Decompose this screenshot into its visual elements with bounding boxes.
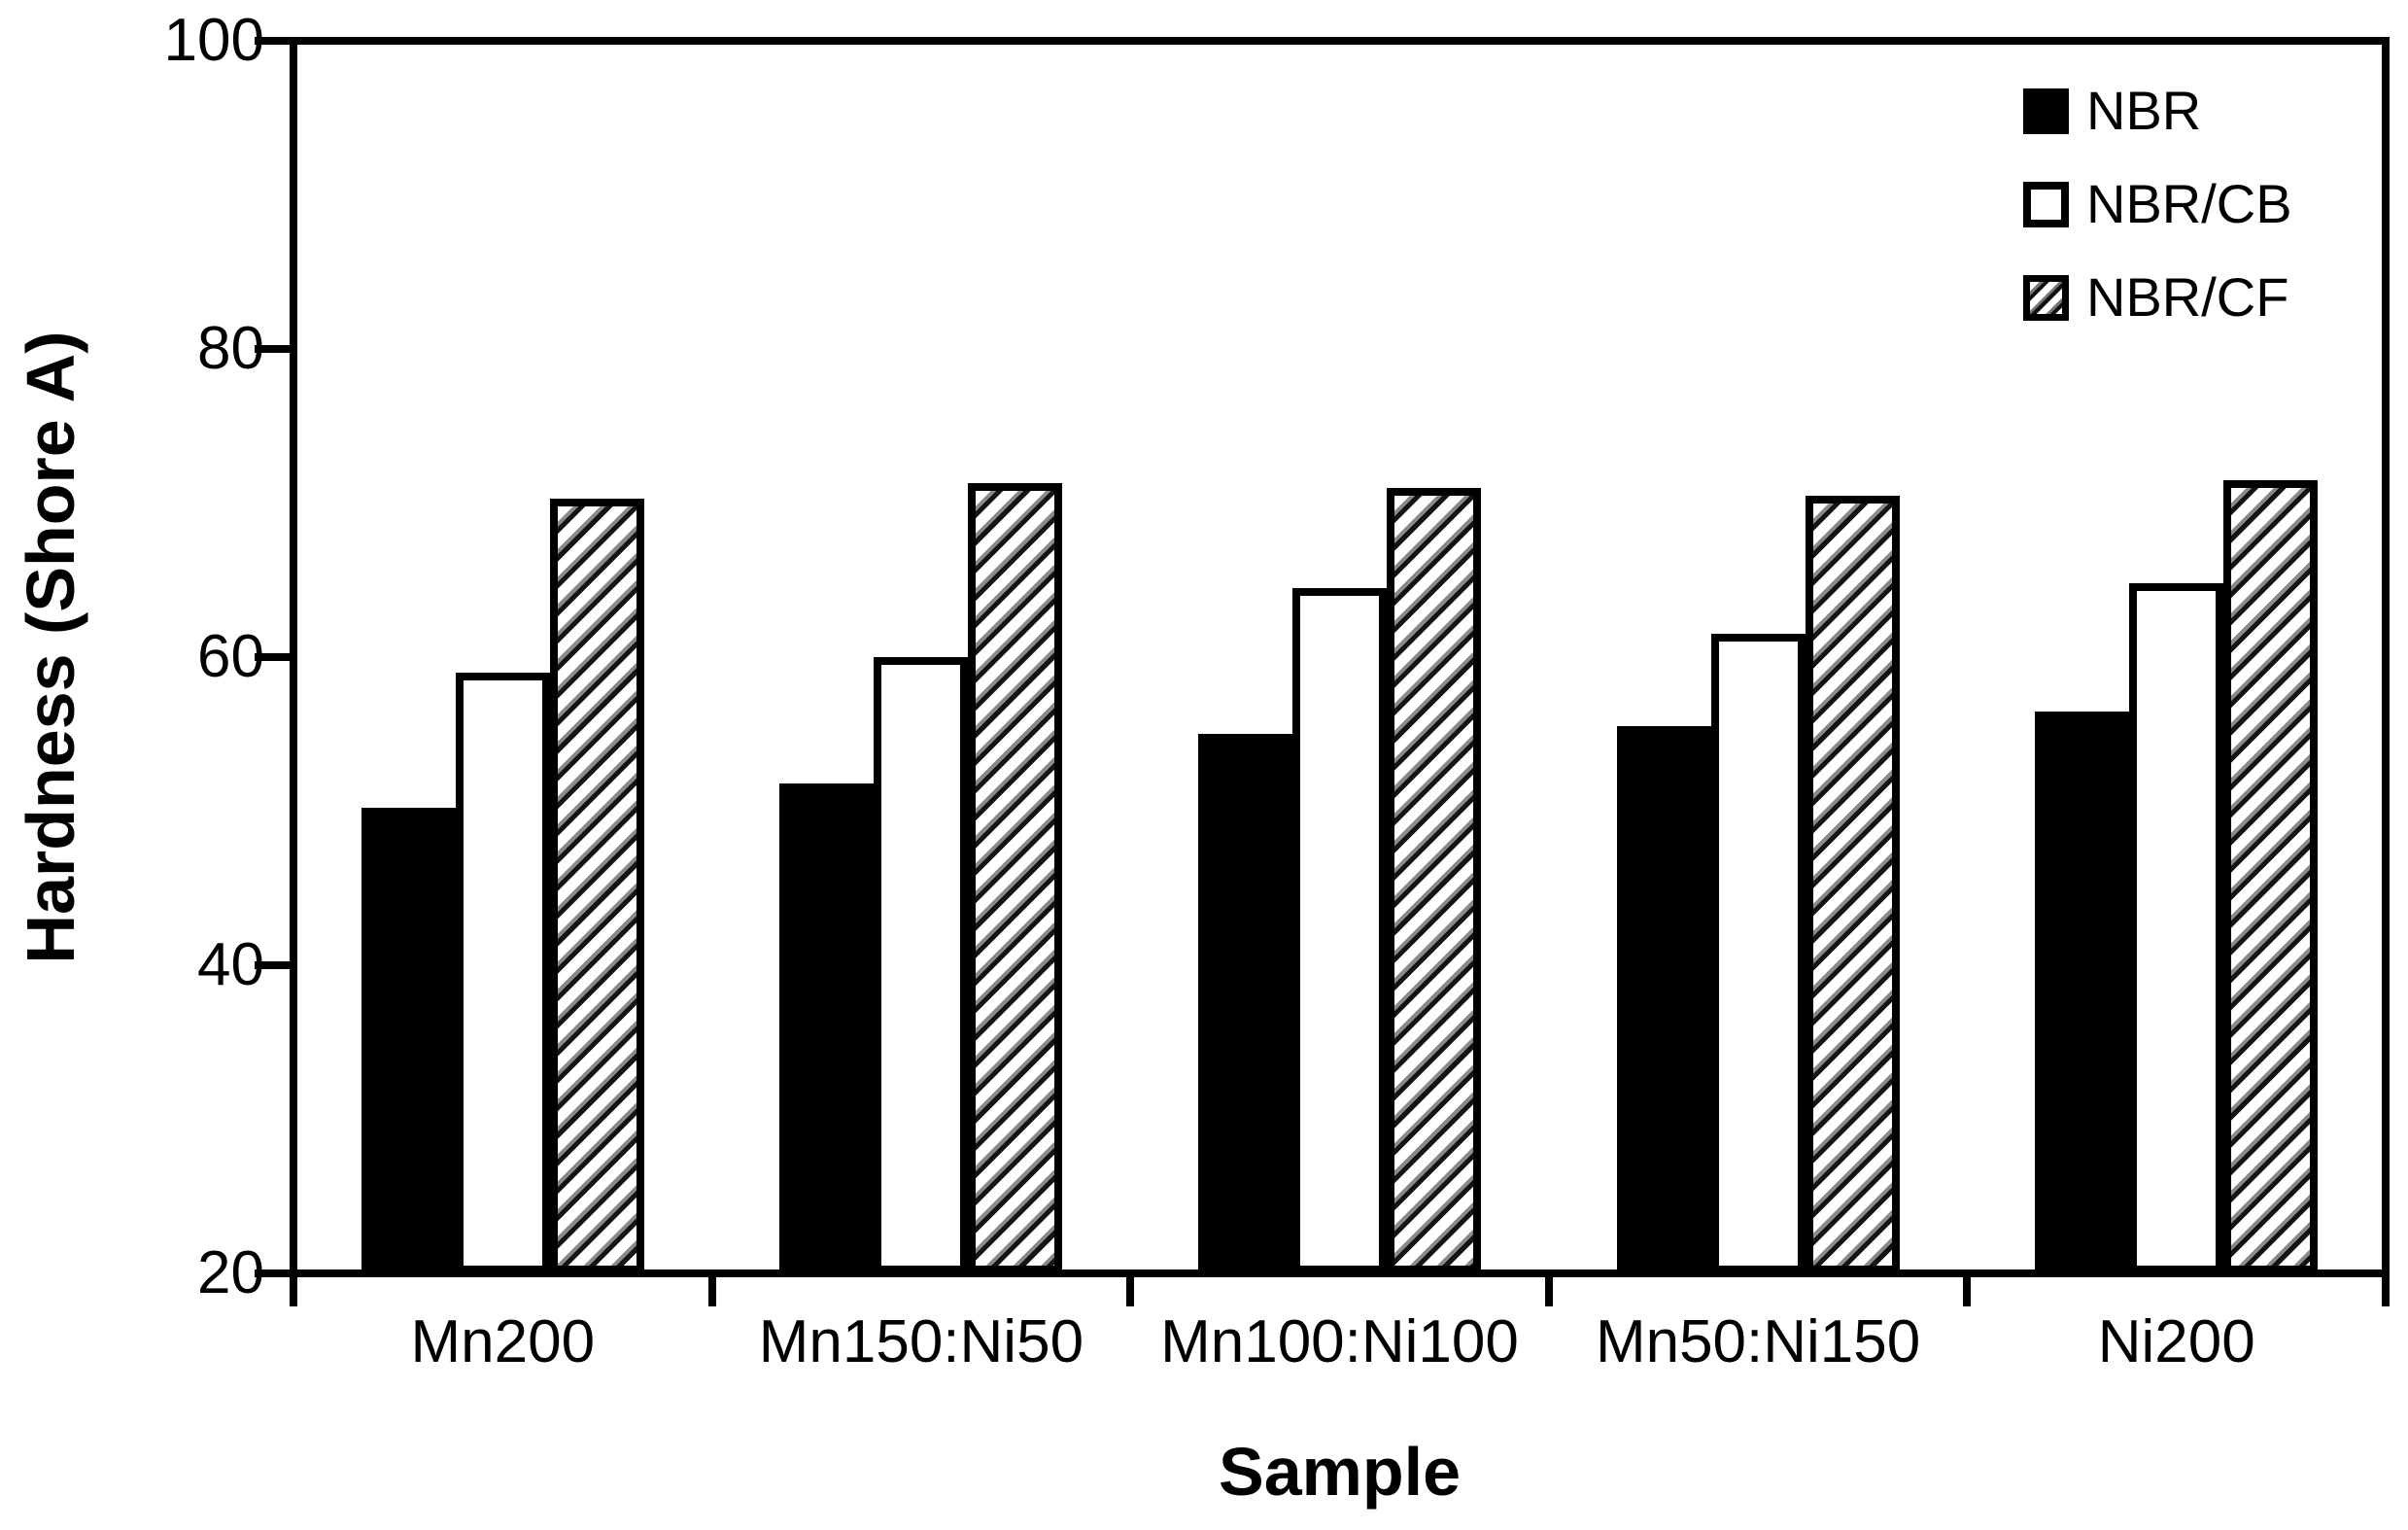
x-axis-title: Sample	[1219, 1434, 1461, 1510]
x-tick-label-ni200: Ni200	[2097, 1308, 2255, 1375]
legend-marker-solid-black-icon	[2023, 87, 2069, 134]
x-axis-tick	[1963, 1273, 1972, 1306]
bar-nbr-cf-mn100-ni100	[1387, 487, 1481, 1273]
bar-nbr-cb-mn100-ni100	[1292, 587, 1387, 1273]
x-axis-tick	[1126, 1273, 1135, 1306]
y-tick-label: 40	[197, 931, 264, 998]
bar-nbr-cf-mn150-ni50	[968, 482, 1063, 1273]
bar-nbr-cb-ni200	[2129, 582, 2224, 1273]
bar-nbr-cb-mn200	[455, 672, 550, 1273]
legend-item-nbr-cb: NBR/CB	[2023, 157, 2292, 251]
bar-nbr-mn200	[361, 808, 456, 1273]
bar-nbr-ni200	[2035, 711, 2130, 1273]
x-tick-label-mn200: Mn200	[410, 1308, 596, 1375]
y-tick-label: 100	[163, 7, 264, 74]
legend: NBR NBR/CB NBR/CF	[2023, 64, 2292, 344]
legend-label: NBR	[2086, 80, 2202, 141]
y-axis-tick	[255, 1269, 290, 1277]
y-axis-tick	[255, 961, 290, 969]
bar-nbr-cb-mn50-ni150	[1710, 634, 1806, 1273]
legend-marker-diagonal-hatched-icon	[2023, 274, 2069, 321]
y-axis-tick	[255, 653, 290, 661]
bar-nbr-cb-mn150-ni50	[874, 657, 969, 1273]
legend-label: NBR/CB	[2086, 173, 2292, 234]
x-axis-tick	[2382, 1273, 2390, 1306]
x-axis-tick	[1544, 1273, 1553, 1306]
x-tick-label-mn100-ni100: Mn100:Ni100	[1160, 1308, 1519, 1375]
x-axis-tick	[290, 1273, 297, 1306]
bar-nbr-cf-ni200	[2223, 479, 2319, 1273]
y-axis-tick	[255, 37, 290, 45]
legend-item-nbr: NBR	[2023, 64, 2292, 157]
x-tick-label-mn50-ni150: Mn50:Ni150	[1595, 1308, 1921, 1375]
legend-item-nbr-cf: NBR/CF	[2023, 251, 2292, 344]
y-tick-label: 80	[197, 315, 264, 382]
bar-nbr-mn150-ni50	[779, 783, 875, 1273]
bar-nbr-cf-mn50-ni150	[1805, 495, 1900, 1273]
y-axis-title: Hardness (Shore A)	[13, 330, 88, 964]
bar-nbr-cf-mn200	[549, 498, 644, 1273]
y-tick-label: 20	[197, 1239, 264, 1306]
bar-nbr-mn100-ni100	[1198, 734, 1292, 1274]
legend-marker-white-outlined-icon	[2023, 181, 2069, 227]
x-tick-label-mn150-ni50: Mn150:Ni50	[758, 1308, 1084, 1375]
y-axis-tick	[255, 345, 290, 353]
y-tick-label: 60	[197, 623, 264, 690]
legend-label: NBR/CF	[2086, 266, 2289, 328]
bar-nbr-mn50-ni150	[1616, 726, 1711, 1273]
x-axis-tick	[707, 1273, 716, 1306]
